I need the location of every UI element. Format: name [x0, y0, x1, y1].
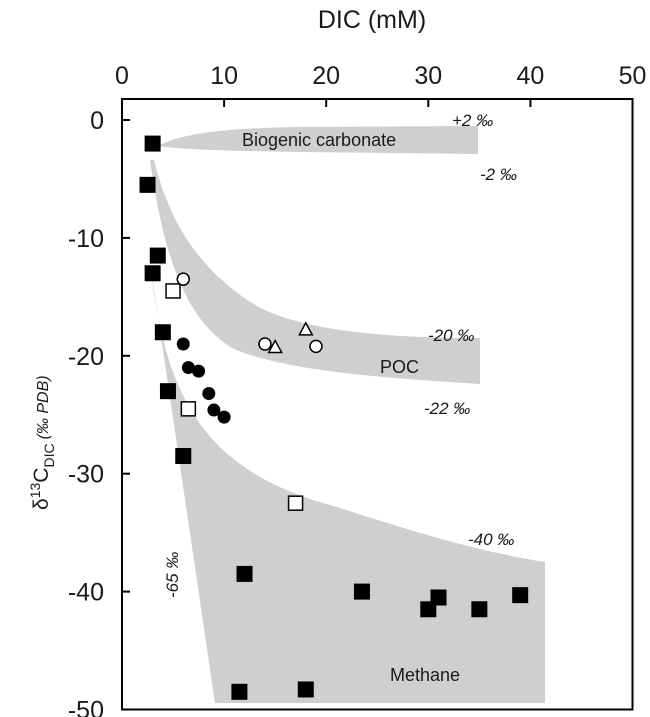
bound-label-minus40: -40 ‰ — [468, 530, 514, 549]
x-axis-title: DIC (mM) — [318, 6, 426, 34]
point-filled-square — [297, 681, 314, 698]
point-filled-square — [154, 324, 171, 341]
y-tick-label: -10 — [68, 225, 104, 253]
y-tick-label: 0 — [90, 107, 104, 135]
point-filled-square — [236, 565, 253, 582]
point-filled-circle — [181, 361, 195, 375]
point-filled-square — [512, 587, 529, 604]
y-axis-title: δ13CDIC (‰ PDB) — [27, 375, 57, 510]
plot-area-border — [121, 98, 634, 711]
point-filled-square — [471, 601, 488, 618]
point-filled-square — [144, 265, 161, 282]
point-filled-circle — [176, 337, 190, 351]
x-tick-label: 50 — [619, 62, 647, 90]
bound-label-minus65: -65 ‰ — [163, 552, 182, 598]
x-tick-label: 40 — [516, 62, 544, 90]
point-open-square — [180, 401, 197, 417]
point-filled-square — [144, 135, 161, 152]
point-open-circle — [309, 339, 323, 354]
point-filled-circle — [192, 364, 206, 378]
y-tick-label: -20 — [68, 343, 104, 371]
point-open-square — [165, 283, 181, 299]
point-filled-square — [231, 683, 248, 700]
bound-label-minus20: -20 ‰ — [428, 326, 474, 345]
point-open-triangle — [267, 338, 283, 354]
bound-label-minus2: -2 ‰ — [480, 165, 517, 184]
point-open-circle — [258, 337, 272, 351]
y-tick-label: -30 — [68, 461, 104, 489]
y-tick-label: -50 — [68, 697, 104, 717]
x-tick-label: 10 — [210, 62, 238, 90]
point-filled-circle — [207, 403, 221, 417]
point-filled-square — [139, 176, 156, 193]
point-filled-square — [149, 247, 166, 264]
y-tick-label: -40 — [68, 579, 104, 607]
point-filled-square — [430, 589, 447, 606]
band-poc — [150, 160, 480, 384]
point-open-triangle — [298, 321, 314, 336]
point-open-square — [287, 495, 304, 511]
point-filled-square — [175, 448, 192, 465]
x-tick-label: 30 — [414, 62, 442, 90]
plot-frame — [121, 98, 634, 711]
region-label-biogenic-carbonate: Biogenic carbonate — [242, 130, 396, 150]
y-axis-title-base: C — [30, 468, 53, 483]
region-label-methane: Methane — [390, 665, 460, 685]
point-filled-circle — [202, 387, 216, 401]
y-axis-title-unit: (‰ PDB) — [35, 375, 52, 439]
x-tick-label: 20 — [312, 62, 340, 90]
svg-text:δ13CDIC(‰ PDB): δ13CDIC (‰ PDB) — [27, 375, 57, 510]
region-label-poc: POC — [380, 357, 419, 377]
bound-label-plus2: +2 ‰ — [452, 111, 493, 130]
x-tick-label: 0 — [115, 62, 129, 90]
y-axis-ticks: 0 -10 -20 -30 -40 -50 — [68, 107, 130, 717]
band-biogenic-carbonate — [158, 126, 478, 154]
bound-label-minus22: -22 ‰ — [424, 399, 470, 418]
y-axis-title-sub: DIC — [41, 443, 57, 467]
region-labels: Biogenic carbonate +2 ‰ -2 ‰ POC -20 ‰ -22 ‰ M… — [163, 111, 517, 685]
point-filled-square — [159, 383, 176, 400]
y-axis-title-sup: 13 — [27, 483, 43, 499]
data-points — [139, 135, 529, 700]
point-filled-square — [353, 583, 370, 600]
y-axis-title-delta: δ — [30, 498, 53, 510]
point-open-circle — [176, 272, 191, 286]
x-axis-ticks: 0 10 20 30 40 50 — [115, 62, 646, 107]
point-filled-circle — [217, 410, 231, 424]
